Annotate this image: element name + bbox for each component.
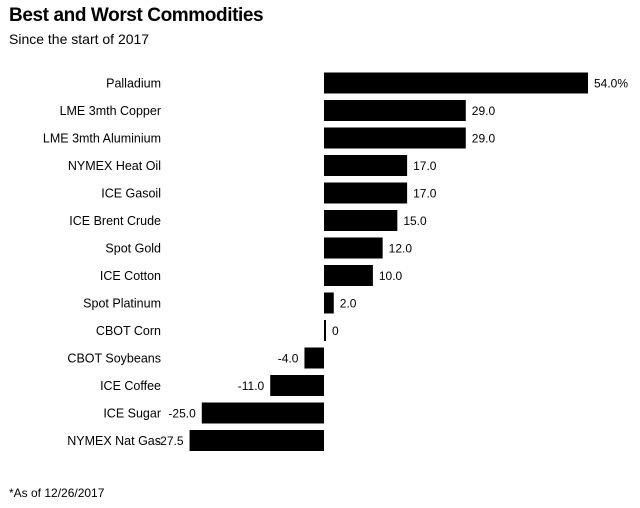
- bar-lme-3mth-copper: [324, 100, 466, 121]
- bar-ice-coffee: [270, 375, 324, 396]
- bar-ice-sugar: [201, 402, 324, 424]
- bar-ice-gasoil: [324, 182, 408, 204]
- value-label-spot-platinum: 2.0: [340, 297, 357, 311]
- value-label-ice-gasoil: 17.0: [413, 187, 437, 201]
- value-label-spot-gold: 12.0: [389, 242, 413, 256]
- bar-ice-brent-crude: [324, 210, 398, 231]
- value-label-ice-brent-crude: 15.0: [403, 214, 427, 228]
- category-label-palladium: Palladium: [106, 77, 161, 91]
- category-label-ice-coffee: ICE Coffee: [100, 379, 161, 393]
- category-label-cbot-soybeans: CBOT Soybeans: [67, 352, 161, 366]
- value-label-cbot-soybeans: -4.0: [278, 352, 299, 366]
- bar-ice-cotton: [324, 265, 373, 286]
- chart-footnote: *As of 12/26/2017: [9, 486, 105, 500]
- value-label-lme-3mth-aluminium: 29.0: [472, 132, 496, 146]
- bar-lme-3mth-aluminium: [324, 127, 466, 149]
- category-label-ice-sugar: ICE Sugar: [103, 407, 161, 421]
- value-label-cbot-corn: 0: [332, 324, 339, 338]
- category-label-ice-gasoil: ICE Gasoil: [101, 187, 161, 201]
- category-label-ice-cotton: ICE Cotton: [100, 269, 161, 283]
- category-label-nymex-heat-oil: NYMEX Heat Oil: [68, 159, 161, 173]
- value-label-ice-cotton: 10.0: [379, 269, 403, 283]
- bar-cbot-corn: [324, 320, 326, 341]
- bar-nymex-nat-gas: [189, 430, 324, 451]
- chart-title: Best and Worst Commodities: [9, 5, 264, 26]
- chart-subtitle: Since the start of 2017: [9, 31, 150, 47]
- bar-spot-platinum: [324, 292, 334, 314]
- value-label-nymex-heat-oil: 17.0: [413, 159, 437, 173]
- category-label-spot-gold: Spot Gold: [105, 242, 161, 256]
- bar-cbot-soybeans: [304, 347, 324, 369]
- bar-palladium: [324, 72, 588, 94]
- bar-nymex-heat-oil: [324, 155, 408, 176]
- value-label-ice-sugar: -25.0: [168, 407, 196, 421]
- category-label-cbot-corn: CBOT Corn: [96, 324, 161, 338]
- value-label-nymex-nat-gas: -27.5: [156, 434, 184, 448]
- value-label-lme-3mth-copper: 29.0: [472, 104, 496, 118]
- category-label-lme-3mth-copper: LME 3mth Copper: [60, 104, 161, 118]
- category-label-nymex-nat-gas: NYMEX Nat Gas: [67, 434, 161, 448]
- value-label-palladium: 54.0%: [594, 77, 628, 91]
- bar-spot-gold: [324, 237, 383, 259]
- category-label-lme-3mth-aluminium: LME 3mth Aluminium: [43, 132, 161, 146]
- category-label-ice-brent-crude: ICE Brent Crude: [69, 214, 161, 228]
- value-label-ice-coffee: -11.0: [238, 379, 265, 393]
- category-label-spot-platinum: Spot Platinum: [83, 297, 161, 311]
